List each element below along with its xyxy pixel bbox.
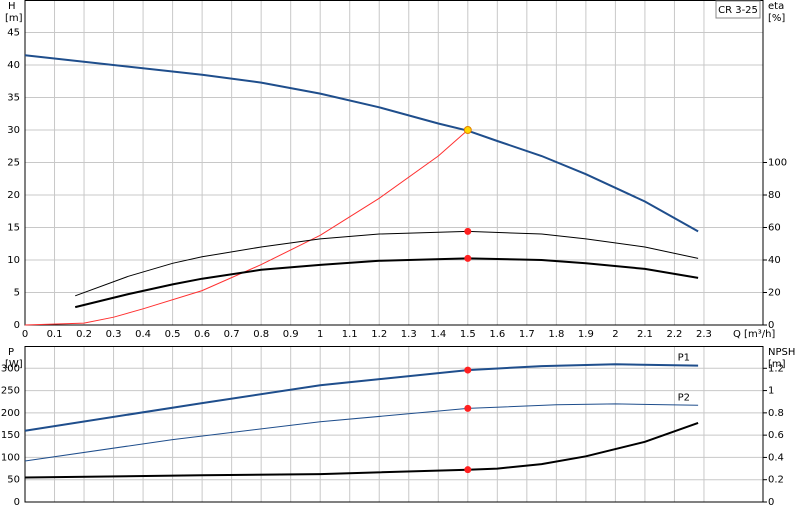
y-tick-label: 25 [7,158,20,169]
curve [74,257,699,309]
x-tick-label: 0.2 [76,329,92,340]
y-tick-label: 50 [7,475,20,486]
series-label: P1 [678,353,690,364]
y-tick-label: 100 [1,452,20,463]
plot-border [24,346,764,503]
x-tick-label: 0.3 [106,329,122,340]
curve [24,421,699,479]
y2-tick-label: 0.2 [768,475,784,486]
duty-point [464,366,472,374]
y-tick-label: 0 [14,497,20,508]
x-tick-label: 2.2 [666,329,682,340]
x-tick-label: 1.3 [401,329,417,340]
y-tick-label: 20 [7,190,20,201]
duty-point [464,227,472,235]
x-tick-label: 0.9 [283,329,299,340]
plot-border [24,0,764,326]
duty-point [464,254,472,262]
x-tick-label: 1 [317,329,323,340]
y-tick-label: 0 [14,320,20,331]
curve [24,129,469,326]
x-tick-label: 2 [612,329,618,340]
x-tick-label: 0.6 [194,329,210,340]
y-tick-label: 35 [7,93,20,104]
y-tick-label: 40 [7,60,20,71]
y-tick-label: 30 [7,125,20,136]
x-tick-label: 2.3 [696,329,712,340]
y2-axis-unit: [%] [768,13,785,24]
y-tick-label: 200 [1,408,20,419]
x-tick-label: 1.7 [519,329,535,340]
y-tick-label: 5 [14,288,20,299]
y2-tick-label: 80 [768,190,781,201]
x-tick-label: 0.8 [253,329,269,340]
y2-axis-unit: [m] [768,359,786,370]
x-tick-label: 1.1 [342,329,358,340]
y2-tick-label: 1 [768,386,774,397]
x-tick-label: 1.6 [489,329,505,340]
duty-point [464,466,472,474]
pump-label: CR 3-25 [718,5,758,16]
y-tick-label: 45 [7,28,20,39]
y2-axis-label: eta [768,1,784,12]
y2-tick-label: 1.2 [768,363,784,374]
duty-point [464,404,472,412]
y2-tick-label: 0.8 [768,408,784,419]
y-tick-label: 10 [7,255,20,266]
x-tick-label: 0.5 [165,329,181,340]
y2-axis-label: NPSH [768,347,795,358]
x-tick-label: 0.7 [224,329,240,340]
y-tick-label: 250 [1,386,20,397]
curve [24,363,699,432]
y2-tick-label: 20 [768,288,781,299]
x-tick-label: 1.2 [371,329,387,340]
y2-tick-label: 40 [768,255,781,266]
y-axis-label: P [8,347,14,358]
y-tick-label: 150 [1,430,20,441]
y2-tick-label: 60 [768,223,781,234]
curve [75,230,699,297]
label-box [715,0,761,19]
y-axis-label: H [8,1,16,12]
x-axis-label: Q [m³/h] [733,329,775,340]
y2-tick-label: 0.4 [768,452,784,463]
x-tick-label: 1.4 [430,329,446,340]
x-tick-label: 0 [22,329,28,340]
y-axis-unit: [m] [5,13,23,24]
y2-tick-label: 0 [768,497,774,508]
x-tick-label: 2.1 [637,329,653,340]
y-tick-label: 300 [1,363,20,374]
x-tick-label: 1.5 [460,329,476,340]
y2-tick-label: 0.6 [768,430,784,441]
y-axis-unit: [W] [5,359,23,370]
series-label: P2 [678,392,690,403]
x-tick-label: 1.9 [578,329,594,340]
x-tick-label: 0.4 [135,329,151,340]
y2-tick-label: 100 [768,158,787,169]
y-tick-label: 15 [7,223,20,234]
y2-tick-label: 0 [768,320,774,331]
duty-point [463,126,472,134]
x-tick-label: 0.1 [47,329,63,340]
curve [24,54,699,233]
x-tick-label: 1.8 [548,329,564,340]
